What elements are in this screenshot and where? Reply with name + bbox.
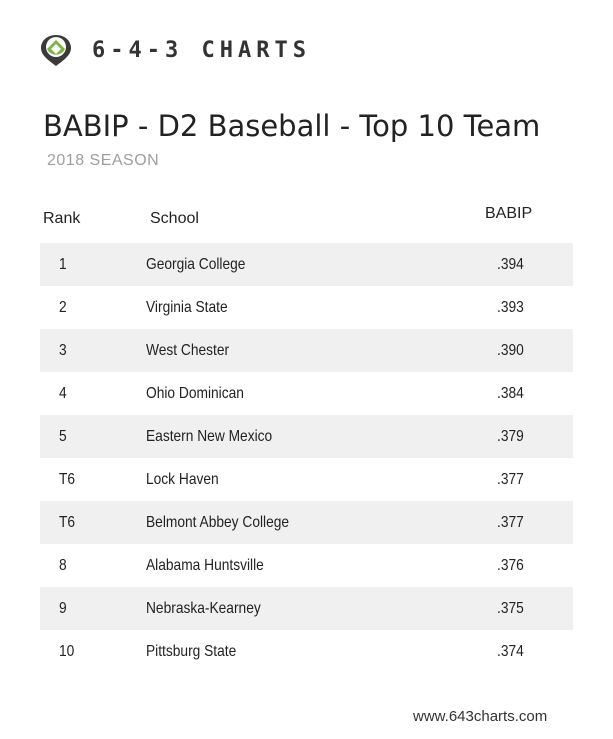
school-cell: Ohio Dominican	[146, 385, 244, 402]
babip-cell: .394	[497, 256, 524, 273]
header-school: School	[150, 210, 199, 227]
table-row: 1 Georgia College .394	[40, 243, 573, 286]
school-cell: Belmont Abbey College	[146, 514, 290, 531]
rank-cell: 1	[59, 256, 67, 273]
rank-cell: 9	[59, 600, 67, 617]
table-row: 10 Pittsburg State .374	[40, 630, 573, 673]
school-cell: Eastern New Mexico	[146, 428, 273, 445]
baseball-diamond-pin-icon	[41, 35, 71, 66]
rank-cell: 2	[59, 299, 67, 316]
babip-cell: .375	[497, 600, 524, 617]
babip-cell: .377	[497, 471, 524, 488]
footer-url: www.643charts.com	[413, 708, 548, 725]
babip-cell: .384	[497, 385, 524, 402]
rank-cell: 3	[59, 342, 67, 359]
table-header: Rank School BABIP	[40, 200, 573, 243]
school-cell: Lock Haven	[146, 471, 219, 488]
chart-title: BABIP - D2 Baseball - Top 10 Team	[43, 109, 541, 143]
rank-cell: T6	[59, 514, 76, 531]
school-cell: Virginia State	[146, 299, 228, 316]
table-row: 2 Virginia State .393	[40, 286, 573, 329]
table-row: T6 Belmont Abbey College .377	[40, 501, 573, 544]
babip-cell: .376	[497, 557, 524, 574]
header-babip: BABIP	[485, 205, 533, 222]
rank-cell: 10	[59, 643, 75, 660]
table-row: 5 Eastern New Mexico .379	[40, 415, 573, 458]
babip-cell: .390	[497, 342, 524, 359]
babip-cell: .377	[497, 514, 524, 531]
table-row: 9 Nebraska-Kearney .375	[40, 587, 573, 630]
rank-cell: 4	[59, 385, 67, 402]
header-rank: Rank	[43, 210, 81, 227]
rank-cell: 5	[59, 428, 67, 445]
table-row: 3 West Chester .390	[40, 329, 573, 372]
babip-cell: .393	[497, 299, 524, 316]
rankings-table: Rank School BABIP 1 Georgia College .394 2 V…	[40, 200, 573, 673]
table-row: 4 Ohio Dominican .384	[40, 372, 573, 415]
school-cell: Georgia College	[146, 256, 246, 273]
rank-cell: T6	[59, 471, 76, 488]
chart-subtitle: 2018 SEASON	[47, 152, 160, 169]
school-cell: Nebraska-Kearney	[146, 600, 261, 617]
school-cell: West Chester	[146, 342, 230, 359]
school-cell: Pittsburg State	[146, 643, 237, 660]
babip-cell: .379	[497, 428, 524, 445]
rank-cell: 8	[59, 557, 67, 574]
table-row: T6 Lock Haven .377	[40, 458, 573, 501]
school-cell: Alabama Huntsville	[146, 557, 264, 574]
brand: 6-4-3 CHARTS	[38, 32, 311, 68]
table-row: 8 Alabama Huntsville .376	[40, 544, 573, 587]
brand-name: 6-4-3 CHARTS	[92, 37, 311, 63]
table-body: 1 Georgia College .394 2 Virginia State .393 3…	[40, 243, 573, 673]
babip-cell: .374	[497, 643, 524, 660]
